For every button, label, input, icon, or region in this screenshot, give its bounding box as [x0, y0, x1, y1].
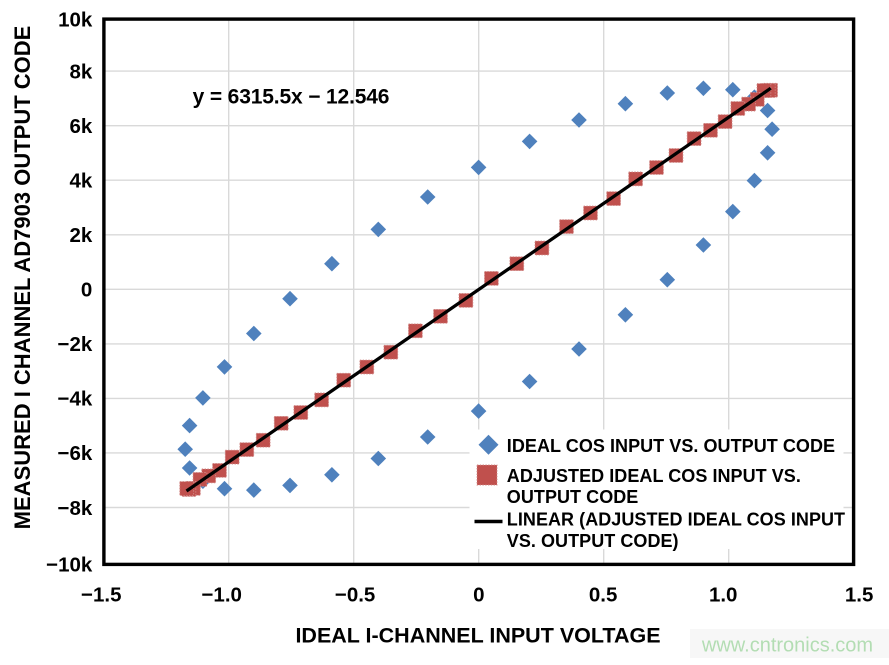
svg-text:VS. OUTPUT CODE): VS. OUTPUT CODE) — [507, 531, 679, 551]
svg-text:−6k: −6k — [58, 442, 93, 465]
svg-text:www.cntronics.com: www.cntronics.com — [701, 635, 873, 657]
svg-text:ADJUSTED IDEAL COS INPUT VS.: ADJUSTED IDEAL COS INPUT VS. — [507, 466, 801, 486]
svg-text:IDEAL COS INPUT VS. OUTPUT COD: IDEAL COS INPUT VS. OUTPUT CODE — [507, 436, 835, 456]
svg-text:0: 0 — [473, 584, 484, 607]
svg-text:MEASURED I CHANNEL AD7903 OUTP: MEASURED I CHANNEL AD7903 OUTPUT CODE — [10, 26, 35, 530]
svg-text:−1.0: −1.0 — [201, 584, 241, 607]
svg-text:8k: 8k — [69, 60, 92, 83]
svg-text:0.5: 0.5 — [589, 584, 618, 607]
svg-text:0: 0 — [81, 279, 92, 302]
svg-text:4k: 4k — [69, 170, 92, 193]
svg-text:−0.5: −0.5 — [335, 584, 375, 607]
svg-text:6k: 6k — [69, 115, 92, 138]
svg-text:−4k: −4k — [58, 388, 93, 411]
svg-text:1.0: 1.0 — [709, 584, 738, 607]
svg-text:OUTPUT CODE: OUTPUT CODE — [507, 487, 639, 507]
svg-text:−2k: −2k — [58, 333, 93, 356]
svg-text:y = 6315.5x − 12.546: y = 6315.5x − 12.546 — [193, 85, 390, 108]
svg-text:1.5: 1.5 — [845, 584, 874, 607]
svg-text:LINEAR (ADJUSTED IDEAL COS INP: LINEAR (ADJUSTED IDEAL COS INPUT — [507, 509, 845, 529]
svg-text:−8k: −8k — [58, 497, 93, 520]
svg-text:10k: 10k — [58, 8, 93, 31]
svg-text:−10k: −10k — [46, 554, 93, 577]
svg-text:IDEAL I-CHANNEL INPUT VOLTAGE: IDEAL I-CHANNEL INPUT VOLTAGE — [295, 623, 660, 647]
svg-text:−1.5: −1.5 — [81, 584, 121, 607]
svg-text:2k: 2k — [69, 224, 92, 247]
